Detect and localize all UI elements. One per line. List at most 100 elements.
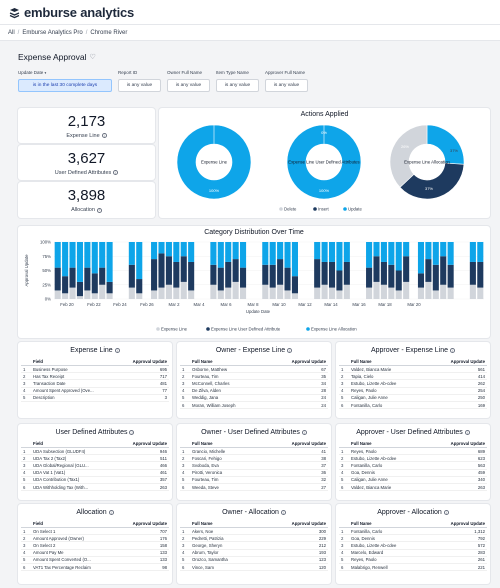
table-row[interactable]: 4 Reyes, Paolo 254 — [339, 387, 487, 395]
favorite-heart-icon[interactable]: ♡ — [89, 54, 96, 61]
bar-segment[interactable] — [388, 287, 395, 299]
table-row[interactable]: 1 Valdez, Bianca Marie 561 — [339, 365, 487, 374]
bar-segment[interactable] — [84, 242, 91, 268]
column-header-approval-update[interactable]: Approval Update — [260, 520, 328, 528]
table-row[interactable]: 4 Abrum, Taylor 193 — [180, 549, 328, 557]
table-row[interactable]: 2 Has Tax Receipt 717 — [21, 372, 169, 381]
bar-segment[interactable] — [225, 287, 232, 299]
brand-name[interactable]: emburse analytics — [24, 4, 135, 20]
bar-segment[interactable] — [373, 256, 380, 282]
bar-segment[interactable] — [440, 242, 447, 257]
filter-update-date-value[interactable]: is in the last 30 complete days — [18, 79, 112, 92]
bar-segment[interactable] — [291, 276, 298, 294]
table-row[interactable]: 1 Osborne, Matthew 67 — [180, 365, 328, 374]
bar-segment[interactable] — [188, 290, 195, 299]
column-header-field[interactable]: Field — [31, 440, 115, 448]
table-row[interactable]: 3 Transaction Date 481 — [21, 379, 169, 388]
info-icon[interactable]: i — [113, 170, 119, 175]
bar-segment[interactable] — [343, 261, 350, 285]
table-row[interactable]: 5 Fourteau, Tim 32 — [180, 476, 328, 484]
bar-segment[interactable] — [99, 242, 106, 268]
table-row[interactable]: 2 Foscari, Fehigo 38 — [180, 454, 328, 463]
info-icon[interactable]: i — [287, 348, 293, 353]
bar-segment[interactable] — [99, 267, 106, 285]
bar-segment[interactable] — [432, 264, 439, 291]
bar-segment[interactable] — [99, 284, 106, 299]
bar-segment[interactable] — [232, 281, 239, 299]
bar-segment[interactable] — [173, 242, 180, 262]
column-header-approval-update[interactable]: Approval Update — [116, 520, 169, 528]
bar-segment[interactable] — [91, 242, 98, 274]
table-row[interactable]: 3 McConnell, Charles 34 — [180, 379, 328, 388]
table-row[interactable]: 5 Caligan, Julie Anne 340 — [339, 476, 487, 484]
bar-segment[interactable] — [388, 242, 395, 265]
donut-slice-update[interactable] — [426, 124, 465, 165]
kpi-expense-line[interactable]: 2,173 Expense Line i — [18, 108, 155, 143]
table-row[interactable]: 1 UDA Subsection (GLUDF4) 946 — [21, 447, 169, 456]
bar-segment[interactable] — [373, 281, 380, 299]
bar-segment[interactable] — [328, 287, 336, 299]
column-header-approval-update[interactable]: Approval Update — [426, 358, 487, 366]
bar-segment[interactable] — [284, 267, 291, 291]
bar-segment[interactable] — [240, 287, 247, 299]
bar-segment[interactable] — [321, 284, 328, 299]
bar-segment[interactable] — [136, 242, 143, 280]
bar-segment[interactable] — [217, 267, 224, 291]
bar-segment[interactable] — [336, 242, 343, 271]
bar-segment[interactable] — [284, 290, 291, 299]
bar-segment[interactable] — [158, 253, 165, 288]
bar-segment[interactable] — [76, 281, 83, 297]
legend-label[interactable]: Update — [348, 207, 362, 212]
breadcrumb-chrome-river[interactable]: Chrome River — [90, 29, 128, 36]
table-row[interactable]: 3 George, Sheryn 212 — [180, 541, 328, 550]
bar-segment[interactable] — [366, 267, 373, 288]
bar-segment[interactable] — [380, 284, 387, 299]
table-row[interactable]: 6 UDA Withholding Tax (With... 263 — [21, 483, 169, 492]
table-row[interactable]: 4 Amount Spent Approved (Ove... 77 — [21, 387, 169, 395]
column-header-field[interactable]: Field — [31, 520, 117, 528]
table-row[interactable]: 6 Valdez, Bianca Marie 263 — [339, 483, 487, 492]
bar-segment[interactable] — [54, 290, 61, 299]
bar-segment[interactable] — [136, 293, 143, 299]
table-row[interactable]: 1 Reyes, Paolo 689 — [339, 447, 487, 456]
table-row[interactable]: 5 Description 3 — [21, 394, 169, 402]
bar-segment[interactable] — [180, 242, 187, 257]
table-row[interactable]: 4 Goa, Dennis 459 — [339, 469, 487, 477]
table-row[interactable]: 3 Estubo, Lizette Ab-cdee 572 — [339, 541, 487, 550]
bar-segment[interactable] — [469, 242, 476, 262]
bar-segment[interactable] — [380, 242, 387, 262]
bar-segment[interactable] — [76, 296, 83, 299]
bar-segment[interactable] — [425, 281, 432, 299]
bar-segment[interactable] — [388, 264, 395, 288]
info-icon[interactable]: i — [280, 510, 286, 515]
table-row[interactable]: 2 Goa, Dennis 792 — [339, 534, 487, 543]
bar-segment[interactable] — [136, 279, 143, 294]
bar-segment[interactable] — [62, 242, 69, 277]
bar-segment[interactable] — [328, 242, 336, 262]
info-icon[interactable]: i — [464, 430, 470, 435]
table-row[interactable]: 5 Reyes, Paolo 261 — [339, 556, 487, 564]
bar-segment[interactable] — [62, 276, 69, 294]
kpi-user-defined-attributes[interactable]: 3,627 User Defined Attributes i — [18, 145, 155, 180]
bar-segment[interactable] — [240, 242, 247, 268]
bar-segment[interactable] — [188, 261, 195, 291]
bar-segment[interactable] — [291, 293, 298, 299]
donut-slice-update[interactable] — [176, 124, 252, 200]
table-row[interactable]: 1 Akers, Noe 300 — [180, 527, 328, 536]
bar-segment[interactable] — [314, 242, 321, 260]
bar-segment[interactable] — [417, 287, 425, 299]
bar-segment[interactable] — [425, 242, 432, 260]
donut-slice-insert[interactable] — [399, 162, 465, 200]
legend-label[interactable]: Delete — [284, 207, 297, 212]
bar-segment[interactable] — [380, 261, 387, 285]
table-row[interactable]: 5 Amount Spent Converted (O... 133 — [21, 556, 169, 564]
bar-segment[interactable] — [262, 264, 269, 285]
bar-segment[interactable] — [69, 267, 76, 288]
legend-label[interactable]: Expense Line User Defined Attribute — [211, 327, 281, 332]
bar-segment[interactable] — [277, 284, 284, 299]
column-header-approval-update[interactable]: Approval Update — [266, 358, 328, 366]
bar-segment[interactable] — [469, 284, 476, 299]
donut-3[interactable]: Expense Line Allocation 26% 37% 37% — [389, 124, 465, 200]
bar-segment[interactable] — [210, 264, 217, 285]
table-row[interactable]: 3 Svoboda, Eva 37 — [180, 461, 328, 470]
